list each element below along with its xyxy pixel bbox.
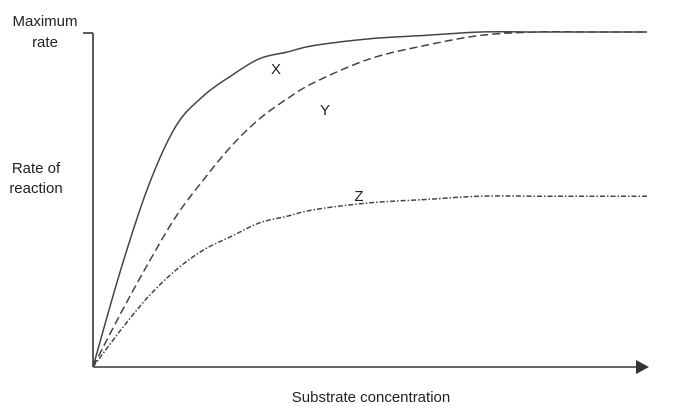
curve-z	[92, 195, 647, 368]
max-rate-label-line-2: rate	[32, 34, 58, 51]
curve-y	[92, 30, 647, 368]
series-label-x: X	[271, 61, 281, 78]
series-label-z: Z	[354, 188, 363, 205]
max-rate-label-line-1: Maximum	[12, 13, 77, 30]
x-axis-arrow-icon	[636, 360, 649, 374]
curve-x	[92, 30, 647, 368]
y-axis-label-line-1: Rate of	[12, 160, 61, 177]
y-axis-label-line-2: reaction	[9, 180, 62, 197]
curves-group	[92, 30, 647, 368]
x-axis-label: Substrate concentration	[292, 389, 450, 406]
series-label-y: Y	[320, 102, 330, 119]
